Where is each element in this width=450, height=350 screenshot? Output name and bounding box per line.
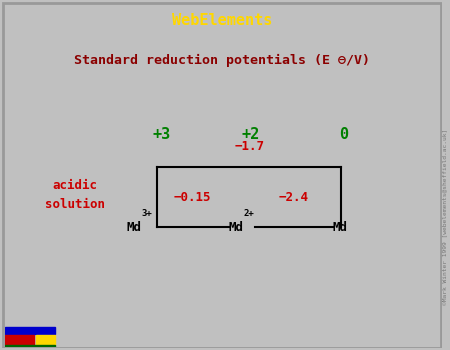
Text: 3+: 3+ (142, 209, 153, 218)
Bar (5, 335, 34, 345)
Text: Md: Md (333, 221, 347, 234)
Text: 2+: 2+ (244, 209, 255, 218)
Text: WebElements: WebElements (172, 13, 272, 28)
Bar (5, 327, 54, 334)
Text: Md: Md (229, 221, 243, 234)
Bar (5, 345, 54, 346)
Text: +2: +2 (241, 127, 259, 142)
Text: acidic
solution: acidic solution (45, 179, 105, 211)
Text: Standard reduction potentials (E ⊖/V): Standard reduction potentials (E ⊖/V) (74, 54, 370, 67)
Text: −1.7: −1.7 (234, 140, 264, 153)
Text: Md: Md (127, 221, 142, 234)
Text: −2.4: −2.4 (279, 191, 309, 204)
Text: −0.15: −0.15 (174, 191, 212, 204)
Text: ©Mark Winter 1999 [webelements@sheffield.ac.uk]: ©Mark Winter 1999 [webelements@sheffield… (442, 129, 447, 305)
Bar (36, 335, 54, 345)
Text: 0: 0 (339, 127, 348, 142)
Text: +3: +3 (152, 127, 171, 142)
